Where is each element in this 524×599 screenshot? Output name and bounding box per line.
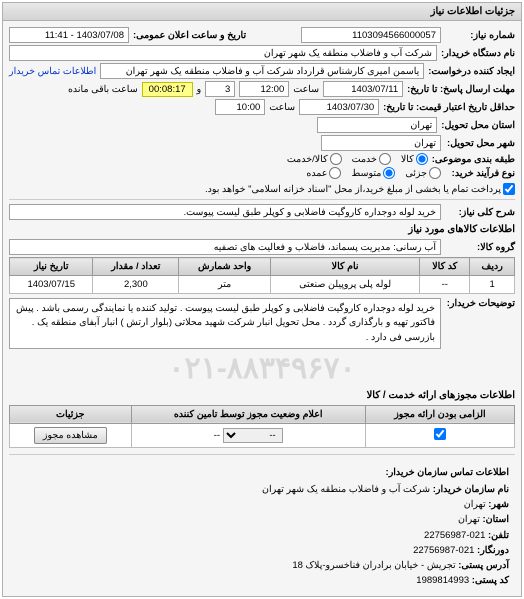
table-row: 1--لوله پلی پروپیلن صنعتیمتر2,3001403/07… <box>10 276 515 294</box>
remain-time: 00:08:17 <box>142 82 193 97</box>
items-th-3: واحد شمارش <box>179 258 271 276</box>
cat-goods-radio[interactable] <box>416 153 428 165</box>
items-table: ردیفکد کالانام کالاواحد شمارشتعداد / مقد… <box>9 257 515 294</box>
proc-medium-label: متوسط <box>351 168 381 179</box>
creator-value: یاسمن امیری کارشناس قرارداد شرکت آب و فا… <box>100 63 424 79</box>
remain-and: و <box>197 84 202 95</box>
proc-small-label: جزئی <box>405 168 427 179</box>
desc-text: خرید لوله دوجداره کاروگیت فاضلابی و کوپل… <box>9 298 441 349</box>
remain-label: ساعت باقی مانده <box>68 84 138 95</box>
items-cell: لوله پلی پروپیلن صنعتی <box>271 276 420 294</box>
need-title-value: خرید لوله دوجداره کاروگیت فاضلابی و کوپل… <box>9 204 441 220</box>
auth-col-details: جزئیات <box>10 405 132 423</box>
contact-addr-value: تجریش - خیابان برادران فناخسرو-پلاک 18 <box>292 560 455 571</box>
contact-header: اطلاعات تماس سازمان خریدار: <box>15 465 509 480</box>
proc-small-radio[interactable] <box>429 167 441 179</box>
process-note: پرداخت تمام یا بخشی از مبلغ خرید،از محل … <box>205 184 501 195</box>
contact-province-value: تهران <box>458 514 480 525</box>
proc-large-radio[interactable] <box>329 167 341 179</box>
items-th-5: تاریخ نیاز <box>10 258 93 276</box>
items-cell: متر <box>179 276 271 294</box>
cat-goods-label: کالا <box>401 154 414 165</box>
price-valid-time: 10:00 <box>215 99 265 115</box>
time-label-2: ساعت <box>269 102 295 113</box>
process-radio-group: جزئی متوسط عمده <box>306 167 441 179</box>
cat-goods-service-label: کالا/خدمت <box>287 154 328 165</box>
desc-label: توضیحات خریدار: <box>445 298 515 309</box>
items-header: اطلاعات کالاهای مورد نیاز <box>9 224 515 235</box>
items-th-1: کد کالا <box>420 258 470 276</box>
group-value: آب رسانی: مدیریت پسماند، فاضلاب و فعالیت… <box>9 239 441 255</box>
contact-org-label: نام سازمان خریدار: <box>433 484 509 495</box>
contact-phone-value: 021-22756987 <box>424 530 485 541</box>
auth-header: اطلاعات مجوزهای ارائه خدمت / کالا <box>9 390 515 401</box>
items-cell: -- <box>420 276 470 294</box>
items-th-4: تعداد / مقدار <box>93 258 179 276</box>
auth-col-status: اعلام وضعیت مجوز توسط تامین کننده <box>131 405 365 423</box>
time-label-1: ساعت <box>293 84 319 95</box>
auth-status-select[interactable]: -- <box>223 428 283 443</box>
proc-medium-radio[interactable] <box>383 167 395 179</box>
auth-status-dash: -- <box>214 430 220 441</box>
category-radio-group: کالا خدمت کالا/خدمت <box>287 153 428 165</box>
items-cell: 1 <box>470 276 515 294</box>
contact-province-label: استان: <box>482 514 509 525</box>
buyer-contact-link[interactable]: اطلاعات تماس خریدار <box>9 66 96 77</box>
auth-col-required: الزامی بودن ارائه مجوز <box>365 405 514 423</box>
publish-date-label: تاریخ و ساعت اعلان عمومی: <box>133 30 246 41</box>
province-label: استان محل تحویل: <box>441 120 515 131</box>
view-auth-button[interactable]: مشاهده مجوز <box>34 427 107 444</box>
auth-row: -- -- مشاهده مجوز <box>10 423 515 447</box>
items-th-0: ردیف <box>470 258 515 276</box>
need-no-label: شماره نیاز: <box>445 30 515 41</box>
process-label: نوع فرآیند خرید: <box>445 168 515 179</box>
items-cell: 1403/07/15 <box>10 276 93 294</box>
auth-table: الزامی بودن ارائه مجوز اعلام وضعیت مجوز … <box>9 405 515 448</box>
auth-status-cell: -- -- <box>131 423 365 447</box>
province-value: تهران <box>317 117 437 133</box>
proc-large-label: عمده <box>306 168 327 179</box>
treasury-checkbox[interactable] <box>503 183 515 195</box>
contact-org-value: شرکت آب و فاضلاب منطقه یک شهر تهران <box>262 484 430 495</box>
deadline-send-time: 12:00 <box>239 81 289 97</box>
contact-fax-value: 021-22756987 <box>413 545 474 556</box>
panel-title: جزئیات اطلاعات نیاز <box>3 3 521 21</box>
contact-phone-label: تلفن: <box>488 530 509 541</box>
contact-fax-label: دورنگار: <box>477 545 509 556</box>
city-label: شهر محل تحویل: <box>445 138 515 149</box>
need-no-value: 1103094566000057 <box>301 27 441 43</box>
main-panel: جزئیات اطلاعات نیاز شماره نیاز: 11030945… <box>2 2 522 597</box>
contact-zip-label: کد پستی: <box>472 575 509 586</box>
contact-city-value: تهران <box>464 499 486 510</box>
items-th-2: نام کالا <box>271 258 420 276</box>
org-value: شرکت آب و فاضلاب منطقه یک شهر تهران <box>9 45 437 61</box>
city-value: تهران <box>321 135 441 151</box>
cat-goods-service-radio[interactable] <box>330 153 342 165</box>
deadline-send-label: مهلت ارسال پاسخ: تا تاریخ: <box>407 84 515 95</box>
creator-label: ایجاد کننده درخواست: <box>428 66 515 77</box>
need-title-label: شرح کلی نیاز: <box>445 207 515 218</box>
category-label: طبقه بندی موضوعی: <box>432 154 515 165</box>
watermark-phone: ۰۲۱-۸۸۳۴۹۶۷۰ <box>9 351 515 386</box>
deadline-send-date: 1403/07/11 <box>323 81 403 97</box>
price-valid-label: حداقل تاریخ اعتبار قیمت: تا تاریخ: <box>383 102 515 113</box>
contact-addr-label: آدرس پستی: <box>458 560 509 571</box>
contact-block: اطلاعات تماس سازمان خریدار: نام سازمان خ… <box>9 461 515 593</box>
price-valid-date: 1403/07/30 <box>299 99 379 115</box>
auth-required-checkbox[interactable] <box>434 428 446 440</box>
publish-date-value: 1403/07/08 - 11:41 <box>9 27 129 43</box>
cat-service-radio[interactable] <box>379 153 391 165</box>
cat-service-label: خدمت <box>352 154 377 165</box>
items-cell: 2,300 <box>93 276 179 294</box>
contact-zip-value: 1989814993 <box>416 575 469 586</box>
group-label: گروه کالا: <box>445 242 515 253</box>
org-label: نام دستگاه خریدار: <box>441 48 515 59</box>
remain-count: 3 <box>205 81 235 97</box>
contact-city-label: شهر: <box>488 499 509 510</box>
